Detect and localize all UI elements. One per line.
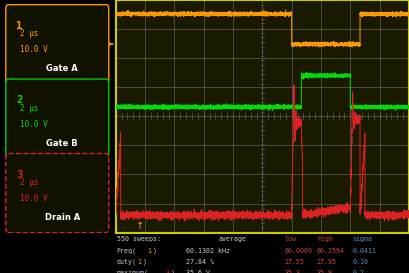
Text: ): ) [153,248,157,254]
Text: sigma: sigma [353,236,373,242]
Text: 10.0 V: 10.0 V [20,45,47,54]
Text: maximum(: maximum( [117,270,148,273]
Text: 1: 1 [137,259,142,265]
Text: Drain A: Drain A [45,213,80,222]
Text: 35.9: 35.9 [317,270,333,273]
Text: low: low [284,236,296,242]
Text: Gate A: Gate A [46,64,78,73]
Text: 60.1302 kHz: 60.1302 kHz [186,248,230,254]
FancyBboxPatch shape [6,153,109,233]
Text: 2 μs: 2 μs [20,104,38,113]
Text: 27.95: 27.95 [317,259,337,265]
Text: 1: 1 [147,248,151,254]
Text: 60.2594: 60.2594 [317,248,345,254]
Text: average: average [219,236,247,242]
Text: duty(: duty( [117,259,137,265]
Text: 10.0 V: 10.0 V [20,194,47,203]
Text: high: high [317,236,333,242]
Text: 2 μs: 2 μs [20,29,38,38]
Text: 550 sweeps:: 550 sweeps: [117,236,161,242]
Text: 0.10: 0.10 [353,259,369,265]
Text: 60.0009: 60.0009 [284,248,312,254]
Text: 10.0 V: 10.0 V [20,120,47,129]
Text: ): ) [143,259,147,265]
Text: 2 μs: 2 μs [20,178,38,187]
Text: 0.2: 0.2 [353,270,364,273]
Text: 3: 3 [166,270,170,273]
Text: 1: 1 [16,21,22,31]
Text: ): ) [171,270,175,273]
Text: 2: 2 [16,95,22,105]
Text: 35.6 V: 35.6 V [186,270,210,273]
Text: 27.55: 27.55 [284,259,304,265]
Text: Freq(: Freq( [117,248,137,254]
Text: 27.84 %: 27.84 % [186,259,214,265]
FancyBboxPatch shape [6,79,109,158]
Text: 3: 3 [16,170,22,180]
Text: Gate B: Gate B [46,139,78,148]
Text: 0.0411: 0.0411 [353,248,377,254]
FancyBboxPatch shape [6,5,109,84]
Text: 35.3: 35.3 [284,270,300,273]
Text: ↑: ↑ [136,221,144,231]
